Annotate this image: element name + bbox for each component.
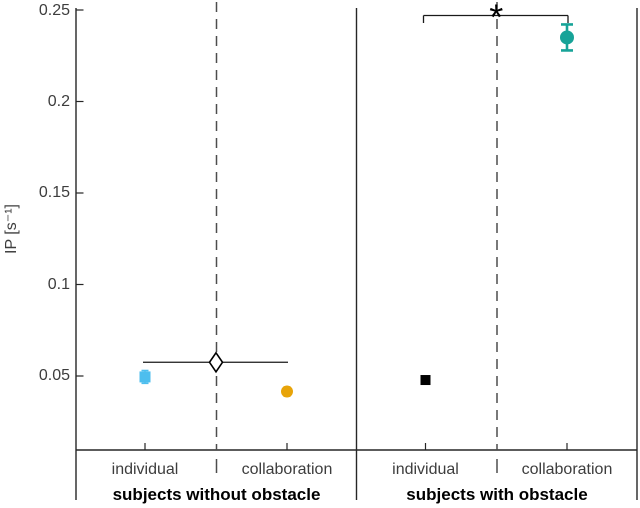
data-point-square [139,371,151,383]
y-tick-label: 0.1 [47,275,70,293]
data-point-circle [281,385,293,398]
y-tick-label: 0.2 [47,92,70,110]
group-label-without-obstacle: subjects without obstacle [112,485,321,504]
significance-diamond-marker [208,351,224,374]
y-axis-label: IP [s⁻¹] [3,204,20,254]
y-tick-label: 0.15 [38,184,70,201]
y-tick-label: 0.25 [38,2,70,19]
x-category-label: individual [392,461,459,478]
significance-asterisk-marker: * [489,0,503,37]
group-label-with-obstacle: subjects with obstacle [406,485,588,504]
data-point-square [420,375,431,386]
y-tick-label: 0.05 [38,367,70,384]
x-category-label: collaboration [521,461,613,478]
data-point-circle [560,30,574,45]
x-category-label: collaboration [241,461,333,478]
x-category-label: individual [111,461,179,478]
